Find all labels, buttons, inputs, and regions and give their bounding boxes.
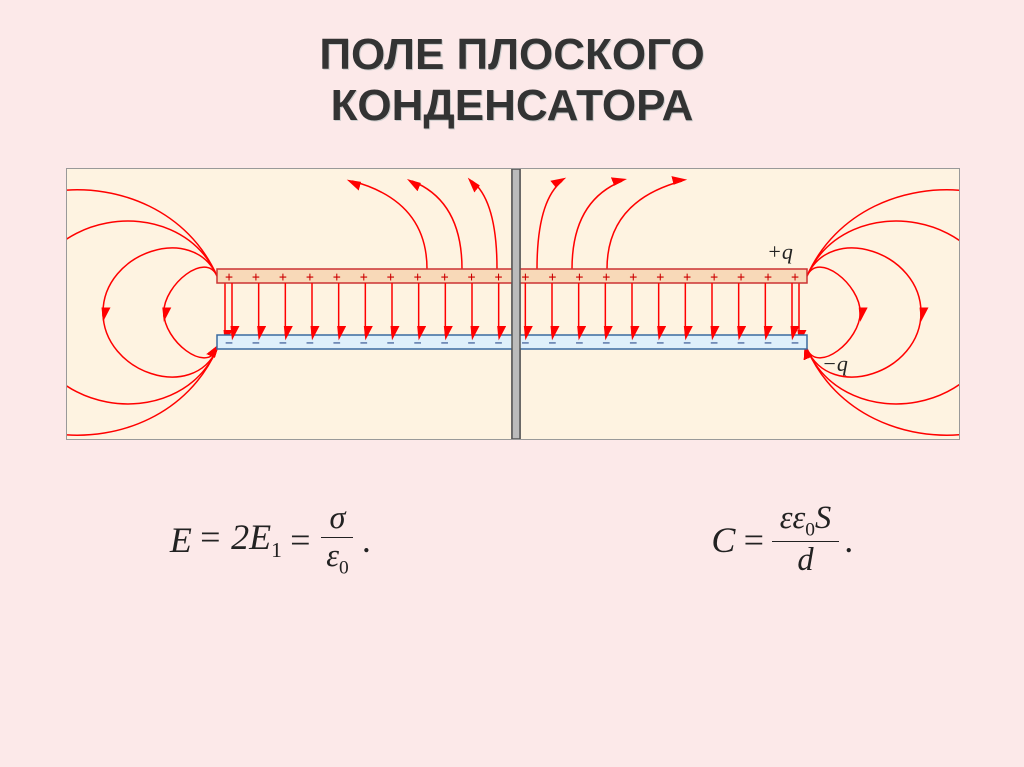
- svg-text:−: −: [656, 336, 664, 351]
- sym-dot: .: [363, 519, 372, 561]
- svg-text:−: −: [387, 336, 395, 351]
- svg-text:−: −: [522, 336, 530, 351]
- sym-eq2E1: = 2E1: [198, 516, 282, 563]
- sym-eq2: =: [741, 519, 765, 561]
- svg-text:+: +: [737, 270, 745, 285]
- title-line-1: ПОЛЕ ПЛОСКОГО: [319, 30, 704, 79]
- svg-text:+: +: [225, 270, 233, 285]
- svg-text:+: +: [710, 270, 718, 285]
- svg-text:−: −: [333, 336, 341, 351]
- capacitor-diagram: + + + + + + + + + + + + + + + + + + + + + + − − − − − − − − − − − − − − − − − −…: [66, 168, 960, 440]
- svg-text:+: +: [495, 270, 503, 285]
- svg-text:−: −: [710, 336, 718, 351]
- svg-text:−: −: [549, 336, 557, 351]
- svg-text:+: +: [549, 270, 557, 285]
- sym-E: E: [170, 519, 192, 561]
- svg-text:−: −: [764, 336, 772, 351]
- svg-text:−: −: [441, 336, 449, 351]
- svg-text:−: −: [737, 336, 745, 351]
- svg-text:+: +: [522, 270, 530, 285]
- svg-text:+q: +q: [767, 239, 793, 264]
- svg-text:−: −: [360, 336, 368, 351]
- formula-capacitance: C = εε0S d .: [711, 500, 854, 579]
- svg-text:+: +: [629, 270, 637, 285]
- page-title: ПОЛЕ ПЛОСКОГО КОНДЕНСАТОРА: [0, 0, 1024, 131]
- svg-text:+: +: [441, 270, 449, 285]
- svg-text:−: −: [468, 336, 476, 351]
- svg-text:+: +: [387, 270, 395, 285]
- svg-text:−: −: [414, 336, 422, 351]
- sym-eq: =: [288, 519, 312, 561]
- svg-text:−q: −q: [822, 351, 848, 376]
- svg-text:−: −: [306, 336, 314, 351]
- sym-C: C: [711, 519, 735, 561]
- svg-text:+: +: [656, 270, 664, 285]
- svg-text:−: −: [602, 336, 610, 351]
- svg-text:+: +: [279, 270, 287, 285]
- sym-dot2: .: [845, 519, 854, 561]
- svg-text:+: +: [683, 270, 691, 285]
- svg-text:+: +: [414, 270, 422, 285]
- fraction-sigma-eps0: σ ε0: [318, 500, 356, 579]
- formula-field: E = 2E1 = σ ε0 .: [170, 500, 372, 579]
- svg-text:+: +: [333, 270, 341, 285]
- svg-text:−: −: [629, 336, 637, 351]
- fraction-eeS-d: εε0S d: [772, 500, 839, 579]
- formulas-row: E = 2E1 = σ ε0 . C = εε0S d .: [0, 500, 1024, 579]
- svg-text:−: −: [279, 336, 287, 351]
- svg-text:+: +: [468, 270, 476, 285]
- svg-text:+: +: [602, 270, 610, 285]
- svg-text:+: +: [306, 270, 314, 285]
- svg-text:−: −: [252, 336, 260, 351]
- svg-text:−: −: [791, 336, 799, 351]
- svg-text:+: +: [252, 270, 260, 285]
- svg-text:−: −: [225, 336, 233, 351]
- svg-text:−: −: [575, 336, 583, 351]
- svg-text:+: +: [764, 270, 772, 285]
- svg-text:+: +: [360, 270, 368, 285]
- svg-text:+: +: [575, 270, 583, 285]
- title-line-2: КОНДЕНСАТОРА: [331, 81, 694, 130]
- svg-text:−: −: [683, 336, 691, 351]
- svg-text:+: +: [791, 270, 799, 285]
- svg-text:−: −: [495, 336, 503, 351]
